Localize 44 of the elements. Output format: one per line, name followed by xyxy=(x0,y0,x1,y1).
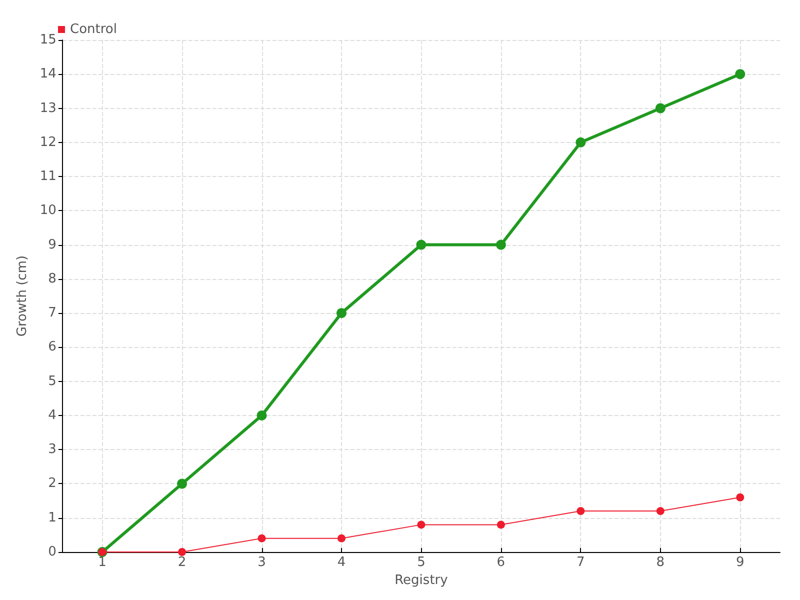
x-tick-label: 6 xyxy=(496,555,506,570)
point xyxy=(177,478,188,489)
point xyxy=(576,507,585,516)
point xyxy=(256,410,267,420)
y-tick-label: 10 xyxy=(40,203,56,218)
y-tick-label: 5 xyxy=(48,374,56,389)
x-tick-label: 2 xyxy=(178,555,186,570)
point xyxy=(336,308,346,318)
point xyxy=(496,240,506,250)
x-tick-label: 1 xyxy=(98,555,106,570)
y-axis-title: Growth (cm) xyxy=(15,255,30,337)
y-tick-label: 15 xyxy=(40,32,56,48)
y-tick-label: 14 xyxy=(40,66,56,82)
y-tick-label: 3 xyxy=(48,442,56,458)
legend-label: Control xyxy=(70,22,117,37)
x-tick-label: 7 xyxy=(576,555,585,570)
y-tick-label: 0 xyxy=(48,544,56,560)
x-tick-label: 3 xyxy=(258,555,266,570)
y-tick-label: 1 xyxy=(48,510,56,526)
point xyxy=(576,137,586,148)
y-tick-label: 11 xyxy=(40,169,56,184)
point xyxy=(656,507,664,516)
x-tick-label: 4 xyxy=(337,555,346,570)
y-tick-label: 12 xyxy=(40,134,56,150)
y-tick-label: 4 xyxy=(48,408,56,423)
point xyxy=(655,103,666,114)
point xyxy=(178,548,186,556)
point xyxy=(416,240,426,250)
point xyxy=(258,534,266,542)
y-tick-label: 8 xyxy=(48,271,56,286)
y-tick-label: 13 xyxy=(40,100,56,116)
x-tick-label: 9 xyxy=(736,555,744,570)
point xyxy=(736,493,744,502)
point xyxy=(417,520,426,529)
point xyxy=(735,69,746,80)
x-axis-title: Registry xyxy=(394,572,448,588)
y-tick-label: 9 xyxy=(48,237,56,252)
y-tick-label: 2 xyxy=(48,476,56,492)
x-tick-label: 5 xyxy=(417,555,426,570)
point xyxy=(496,520,505,529)
point xyxy=(338,534,346,542)
y-tick-label: 7 xyxy=(48,306,56,321)
y-tick-label: 6 xyxy=(48,340,56,355)
x-tick-label: 8 xyxy=(656,555,665,570)
